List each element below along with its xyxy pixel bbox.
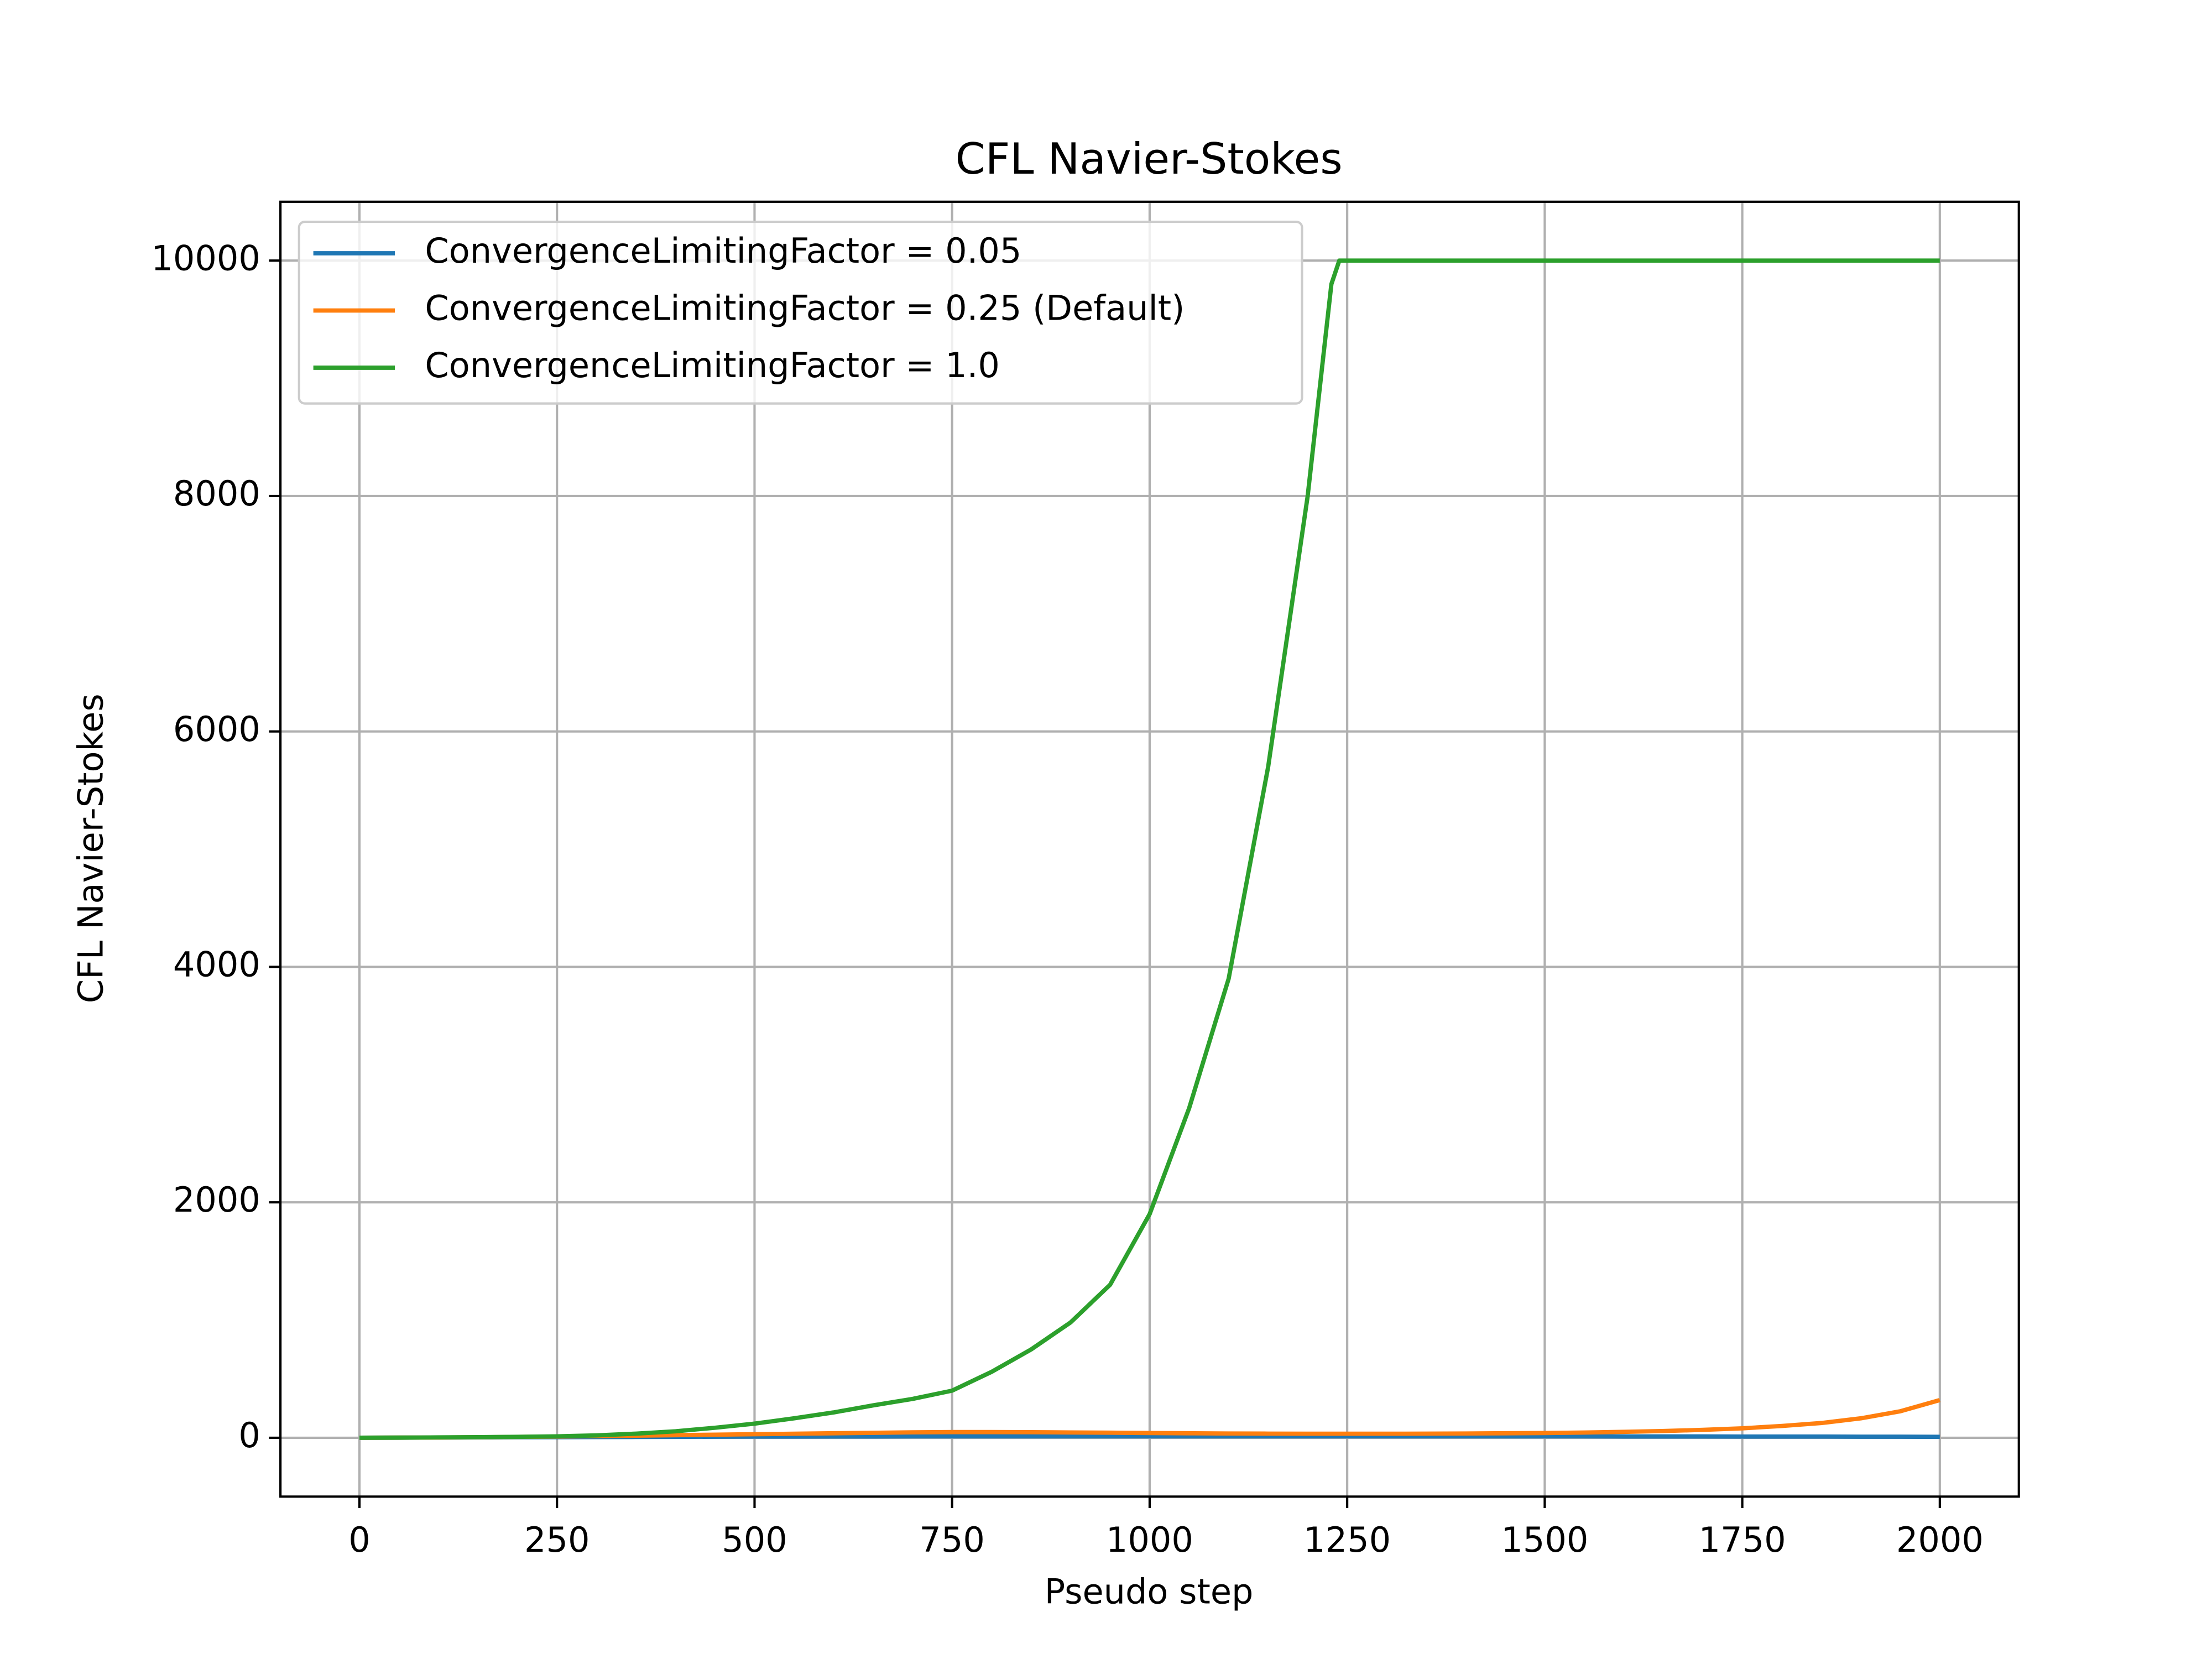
y-tick-label: 2000 <box>173 1180 260 1220</box>
legend-label: ConvergenceLimitingFactor = 0.25 (Defaul… <box>425 288 1185 328</box>
x-tick-label: 500 <box>722 1520 787 1560</box>
x-tick-label: 1250 <box>1303 1520 1391 1560</box>
plot-area <box>359 258 1940 1440</box>
axes-frame <box>279 200 2020 1498</box>
x-tick-label: 250 <box>524 1520 589 1560</box>
x-tick-label: 1000 <box>1106 1520 1193 1560</box>
chart-title: CFL Navier-Stokes <box>956 134 1343 184</box>
x-tick-label: 750 <box>919 1520 985 1560</box>
x-tick-label: 1500 <box>1501 1520 1588 1560</box>
y-tick-label: 8000 <box>173 473 260 514</box>
data-line <box>359 258 1940 1440</box>
y-tick-label: 4000 <box>173 945 260 985</box>
y-axis-label: CFL Navier-Stokes <box>70 693 111 1003</box>
x-tick-label: 1750 <box>1699 1520 1786 1560</box>
legend-box <box>298 220 1303 405</box>
legend-label: ConvergenceLimitingFactor = 0.05 <box>425 231 1021 271</box>
x-axis-label: Pseudo step <box>1045 1571 1254 1611</box>
y-tick-label: 6000 <box>173 709 260 749</box>
x-tick-label: 0 <box>348 1520 371 1560</box>
legend-label: ConvergenceLimitingFactor = 1.0 <box>425 345 999 385</box>
y-tick-label: 10000 <box>151 238 260 278</box>
x-tick-label: 2000 <box>1896 1520 1984 1560</box>
y-tick-label: 0 <box>238 1415 260 1455</box>
